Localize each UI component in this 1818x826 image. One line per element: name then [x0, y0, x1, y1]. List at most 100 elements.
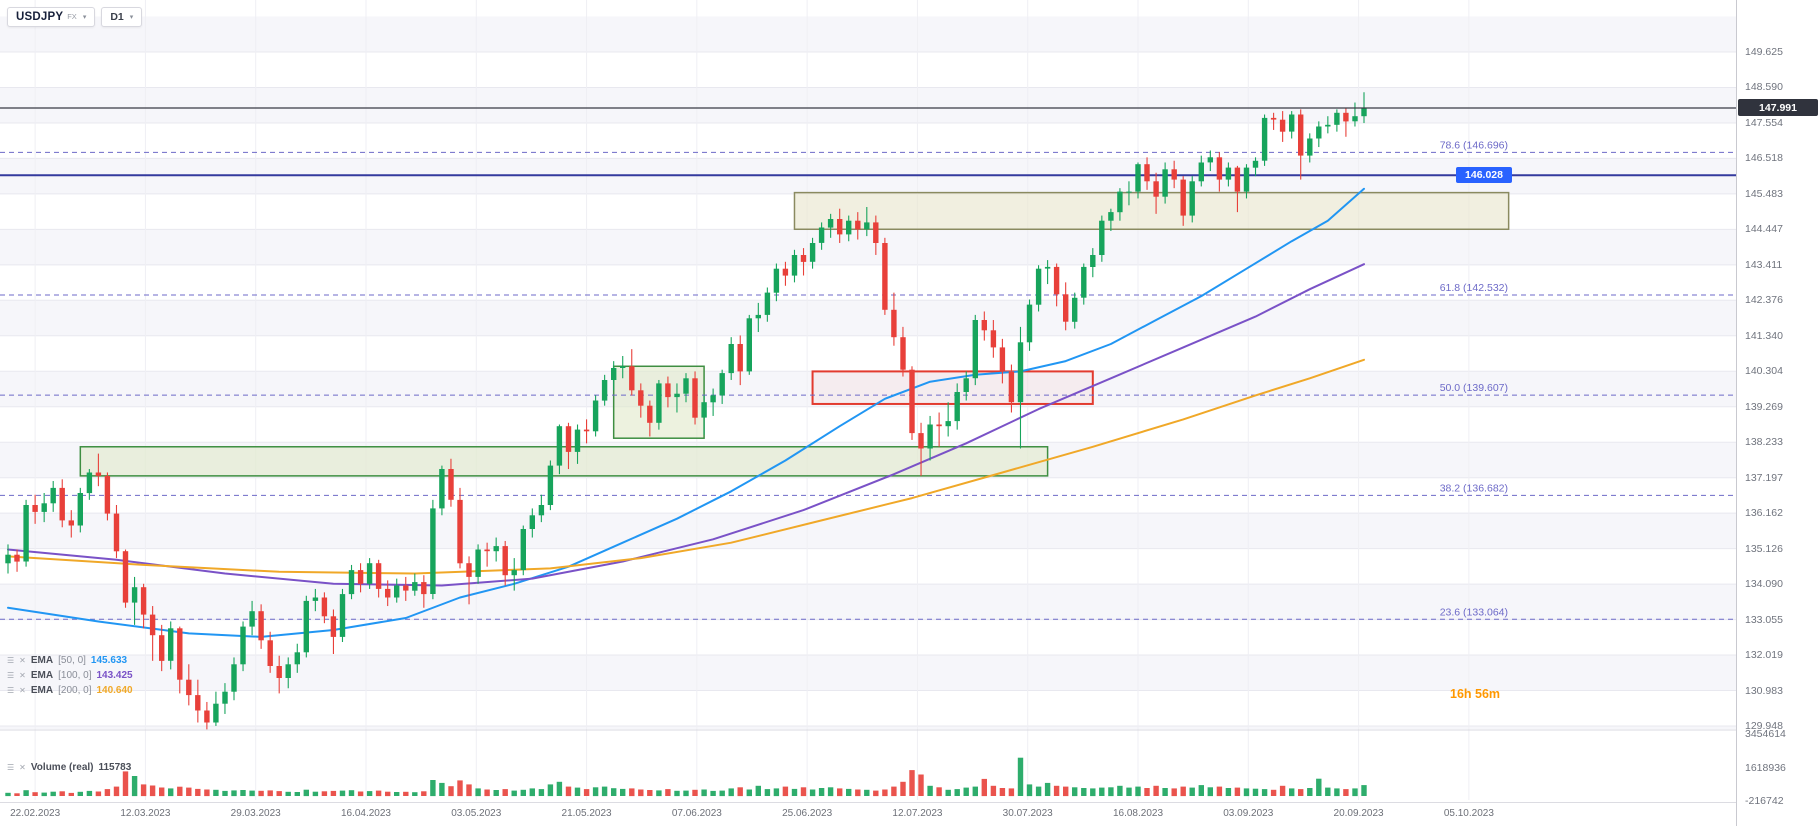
time-axis-label: 16.08.2023: [1112, 808, 1164, 819]
candle-body: [466, 563, 472, 577]
legend-close-icon[interactable]: ✕: [19, 671, 26, 680]
candle-body: [122, 551, 129, 603]
candlestick-chart[interactable]: 78.6 (146.696) 61.8 (142.532) 50.0 (139.60…: [0, 0, 1736, 802]
symbol-name: USDJPY: [16, 11, 64, 23]
candle-body: [1053, 266, 1060, 295]
price-axis-label: 135.126: [1745, 542, 1783, 555]
legend-menu-icon[interactable]: ☰: [7, 763, 15, 772]
candle-body: [168, 628, 174, 661]
candle-body: [1325, 124, 1331, 127]
ema-200-line[interactable]: [7, 358, 1365, 575]
candle-body: [1252, 160, 1259, 168]
volume-bar: [177, 786, 183, 796]
legend-close-icon[interactable]: ✕: [19, 686, 26, 695]
volume-bar: [773, 788, 780, 797]
indicator-name: EMA: [30, 685, 54, 696]
candle-body: [936, 424, 942, 427]
timeframe-selector[interactable]: D1 ▾: [101, 7, 143, 27]
volume-bar: [1008, 788, 1015, 797]
volume-bar: [782, 786, 789, 797]
candle-body: [357, 570, 364, 584]
legend-menu-icon[interactable]: ☰: [7, 656, 15, 665]
price-axis-label: 148.590: [1745, 81, 1783, 94]
volume-bar: [1180, 786, 1186, 797]
drawing-rectangle-beige[interactable]: [793, 191, 1510, 231]
time-axis-label: 25.06.2023: [782, 808, 833, 819]
volume-bar: [529, 788, 535, 797]
grid-band: [0, 16, 1736, 52]
volume-bar: [1053, 785, 1060, 796]
volume-bar: [131, 776, 138, 797]
drawing-rectangle-green[interactable]: [79, 446, 1049, 477]
legend-menu-icon[interactable]: ☰: [7, 671, 15, 680]
candle-body: [457, 499, 463, 564]
price-axis[interactable]: 147.991 149.625 148.590 147.554 146.518 145.…: [1736, 0, 1818, 826]
volume-bar: [999, 788, 1006, 796]
price-axis-label: 137.197: [1745, 471, 1783, 484]
candle-body: [737, 344, 743, 372]
volume-bar: [1126, 787, 1132, 796]
indicator-legend-row: ☰ ✕ EMA [200, 0] 140.640: [7, 685, 133, 696]
candle-body: [954, 392, 960, 422]
candle-body: [439, 469, 445, 509]
price-axis-label: 129.948: [1745, 720, 1783, 732]
drawing-rectangle-red[interactable]: [811, 370, 1094, 405]
volume-bar: [41, 792, 47, 797]
candle-body: [403, 585, 409, 591]
volume-bar: [981, 778, 987, 797]
candle-body: [1108, 212, 1114, 221]
volume-bar: [674, 790, 680, 797]
volume-bar: [1343, 789, 1349, 796]
volume-bar: [1279, 785, 1286, 796]
time-axis-label: 20.09.2023: [1333, 808, 1384, 819]
volume-bar: [683, 790, 689, 797]
volume-bar: [665, 789, 671, 796]
candle-body: [484, 549, 490, 552]
volume-bar: [719, 790, 725, 797]
ema-100-line[interactable]: [7, 263, 1365, 587]
candle-body: [556, 426, 563, 466]
volume-bar: [556, 781, 563, 796]
candle-body: [159, 635, 165, 661]
volume-bar: [23, 790, 29, 796]
indicator-value: 143.425: [96, 670, 133, 681]
candle-body: [529, 515, 535, 529]
symbol-selector[interactable]: USDJPY FX ▾: [7, 7, 96, 27]
chevron-down-icon: ▾: [82, 14, 87, 21]
volume-bar: [1162, 788, 1168, 796]
candle-body: [186, 679, 192, 696]
candle-body: [32, 505, 38, 512]
time-axis[interactable]: 22.02.2023 12.03.2023 29.03.2023 16.04.2023…: [0, 802, 1736, 826]
candle-body: [1090, 255, 1096, 267]
volume-bar: [1017, 757, 1024, 796]
volume-bar: [1081, 788, 1087, 796]
volume-axis-label: 1618936: [1745, 761, 1786, 774]
legend-close-icon[interactable]: ✕: [19, 763, 26, 772]
volume-bar: [249, 790, 255, 797]
candle-body: [1063, 294, 1069, 322]
volume-bar: [240, 790, 246, 796]
candle-body: [276, 666, 282, 678]
volume-bar: [1270, 789, 1277, 796]
price-axis-label: 140.304: [1745, 365, 1783, 378]
volume-bar: [258, 790, 264, 797]
ema-50-line[interactable]: [7, 187, 1365, 638]
candle-body: [710, 395, 716, 403]
candle-body: [113, 513, 120, 552]
price-axis-label: 142.376: [1745, 294, 1783, 307]
volume-bar: [945, 789, 951, 796]
candle-body: [601, 380, 608, 401]
volume-bar: [936, 787, 942, 797]
candle-body: [728, 344, 734, 374]
grid-band: [0, 300, 1736, 336]
candle-body: [59, 487, 65, 521]
indicator-value: 145.633: [90, 655, 128, 666]
candle-body: [475, 549, 481, 577]
legend-menu-icon[interactable]: ☰: [7, 686, 15, 695]
indicator-value: 140.640: [96, 685, 133, 696]
candle-body: [809, 243, 816, 262]
candle-body: [1008, 371, 1015, 403]
legend-close-icon[interactable]: ✕: [19, 656, 26, 665]
price-axis-label: 147.554: [1745, 116, 1783, 129]
candle-body: [620, 366, 626, 368]
